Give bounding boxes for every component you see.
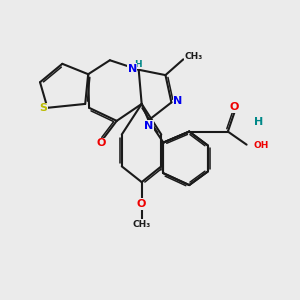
Text: CH₃: CH₃ [185,52,203,61]
Text: OH: OH [253,141,268,150]
Text: O: O [137,199,146,209]
Text: O: O [97,139,106,148]
Text: N: N [145,121,154,130]
Text: H: H [134,60,141,69]
Text: O: O [230,103,239,112]
Text: CH₃: CH₃ [133,220,151,229]
Text: H: H [254,117,264,127]
Text: N: N [128,64,137,74]
Text: S: S [39,103,47,113]
Text: N: N [173,96,183,106]
